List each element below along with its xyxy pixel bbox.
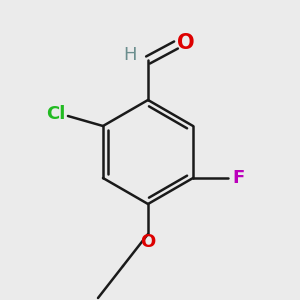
Text: Cl: Cl xyxy=(46,105,66,123)
Text: O: O xyxy=(177,33,195,53)
Text: F: F xyxy=(232,169,244,187)
Text: O: O xyxy=(140,233,156,251)
Text: H: H xyxy=(123,46,137,64)
